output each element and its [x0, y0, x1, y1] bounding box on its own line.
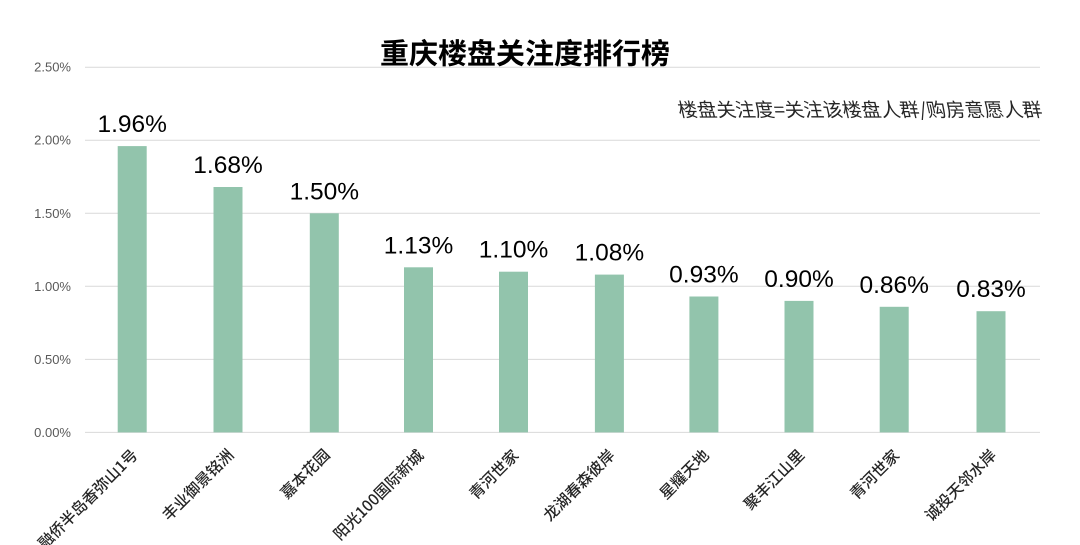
svg-text:1.10%: 1.10%	[479, 237, 548, 264]
svg-text:0.86%: 0.86%	[859, 272, 928, 299]
svg-text:1.68%: 1.68%	[193, 152, 262, 179]
svg-text:0.83%: 0.83%	[956, 276, 1025, 303]
svg-text:1.50%: 1.50%	[34, 206, 71, 221]
svg-text:1.96%: 1.96%	[97, 111, 166, 138]
svg-text:0.50%: 0.50%	[34, 352, 71, 367]
svg-text:2.50%: 2.50%	[34, 60, 71, 75]
svg-text:0.93%: 0.93%	[669, 262, 738, 289]
svg-text:1.13%: 1.13%	[384, 232, 453, 259]
svg-text:0.90%: 0.90%	[764, 266, 833, 293]
svg-text:1.00%: 1.00%	[34, 279, 71, 294]
svg-text:1.08%: 1.08%	[575, 240, 644, 267]
svg-text:0.00%: 0.00%	[34, 425, 71, 440]
svg-text:2.00%: 2.00%	[34, 133, 71, 148]
svg-text:1.50%: 1.50%	[290, 178, 359, 205]
